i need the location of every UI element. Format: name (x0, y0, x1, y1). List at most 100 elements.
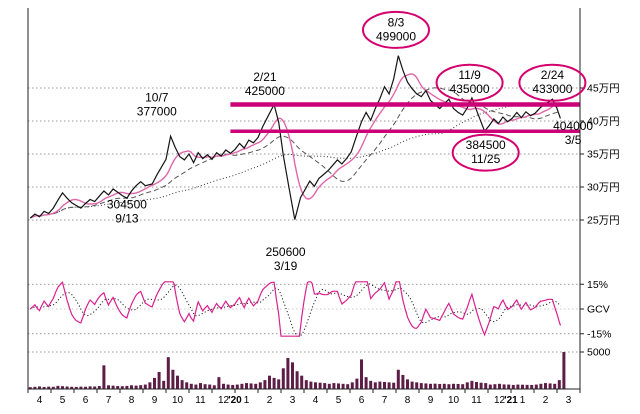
level-lines (230, 102, 580, 133)
volume-bar (488, 384, 492, 389)
volume-bar (521, 384, 524, 389)
volume-bar (157, 371, 161, 389)
volume-bar (383, 381, 386, 389)
volume-bar (277, 379, 281, 389)
price-axis-label: 30万円 (587, 182, 620, 194)
volume-bar (456, 383, 460, 389)
volume-bar (392, 382, 396, 389)
volume-bar (171, 369, 175, 389)
volume-bar (534, 384, 538, 389)
volume-bar (226, 384, 230, 389)
volume-bar (406, 379, 409, 389)
month-label: 10 (172, 395, 184, 406)
price-axis-label: 40万円 (587, 116, 620, 128)
volume-bar (222, 383, 225, 389)
volume-bar (557, 380, 561, 389)
volume-bar (433, 383, 437, 389)
volume-bar (102, 365, 106, 389)
volume-bar (346, 384, 350, 389)
annotation-text-low-9-13: 304500 (107, 198, 147, 212)
volume-bar (180, 380, 184, 389)
volume-bar (245, 383, 248, 389)
volume-bar (120, 386, 124, 389)
annotation-text-high-2-24: 2/24 (541, 68, 565, 82)
volume-bar (387, 382, 391, 389)
volume-bar (415, 382, 419, 389)
month-label: 1 (244, 395, 250, 406)
volume-bar (337, 383, 340, 389)
year-label: '21 (504, 395, 518, 406)
volume-bar (111, 385, 115, 389)
annotation-text-high-2-24: 433000 (532, 82, 572, 96)
volume-bar (332, 383, 336, 389)
volume-bar (208, 384, 212, 389)
annotation-text-close-3-5: 404000 (553, 119, 593, 133)
volume-bar (139, 385, 143, 389)
month-label: 3 (290, 395, 296, 406)
annotation-text-high-2-21: 425000 (245, 84, 285, 98)
volume-bar (548, 383, 552, 389)
volume-bar (318, 382, 322, 389)
volume-bar (268, 375, 271, 389)
volume-bar (507, 384, 511, 389)
volume-bar (134, 385, 138, 389)
annotation-text-high-11-9: 11/9 (458, 68, 481, 82)
oscillator-panel: 15% GCV -15% (28, 279, 612, 340)
volume-bar (143, 384, 147, 389)
volume-bar (176, 375, 179, 389)
volume-bar (438, 383, 442, 389)
volume-bar (185, 382, 189, 389)
osc-axis-label: 15% (587, 279, 608, 291)
volume-bar (475, 381, 478, 389)
volume-bar (424, 383, 428, 389)
annotation-text-low-3-19: 3/19 (274, 259, 298, 273)
volume-bar (516, 384, 520, 389)
volume-bar (295, 371, 299, 389)
volume-bar (401, 374, 405, 389)
volume-bars: 5000 (28, 347, 611, 389)
volume-bar (498, 383, 501, 389)
month-label: 1 (520, 395, 526, 406)
volume-bar (341, 383, 345, 389)
annotation-text-low-11-25: 384500 (466, 138, 506, 152)
volume-bar (525, 384, 529, 389)
month-label: 9 (428, 395, 434, 406)
month-label: 12 (218, 395, 230, 406)
volume-bar (484, 383, 488, 389)
annotation-text-peak-8-3: 499000 (376, 29, 416, 43)
volume-bar (249, 383, 253, 389)
volume-bar (65, 386, 69, 389)
volume-bar (33, 386, 37, 389)
volume-bar (470, 380, 474, 389)
volume-bar (369, 380, 373, 389)
volume-bar (166, 357, 170, 389)
osc-axis-label: GCV (587, 304, 610, 316)
price-axis-label: 25万円 (587, 215, 620, 227)
volume-bar (544, 383, 547, 389)
volume-bar (203, 384, 207, 389)
month-label: 9 (152, 395, 158, 406)
month-label: 11 (195, 395, 206, 406)
right-axis-labels: 45万円 40万円 35万円 30万円 25万円 (587, 83, 620, 227)
volume-bar (235, 384, 239, 389)
volume-bar (511, 384, 515, 389)
volume-bar (84, 386, 87, 389)
annotation-circle-low-11-25 (451, 133, 520, 172)
month-label: 11 (471, 395, 482, 406)
volume-bar (447, 384, 451, 389)
month-label: 12 (494, 395, 506, 406)
volume-bar (254, 383, 258, 389)
volume-bar (258, 382, 262, 389)
volume-bar (461, 384, 465, 389)
volume-bar (355, 378, 359, 389)
volume-bar (539, 383, 543, 389)
month-label: 7 (382, 395, 388, 406)
volume-bar (107, 385, 110, 389)
volume-bar (162, 380, 166, 389)
volume-bar (240, 383, 244, 389)
volume-bar (396, 369, 400, 389)
volume-bar (442, 383, 446, 389)
annotation-circle-peak-8-3 (362, 10, 430, 49)
annotation-circle-high-2-24 (518, 63, 587, 102)
